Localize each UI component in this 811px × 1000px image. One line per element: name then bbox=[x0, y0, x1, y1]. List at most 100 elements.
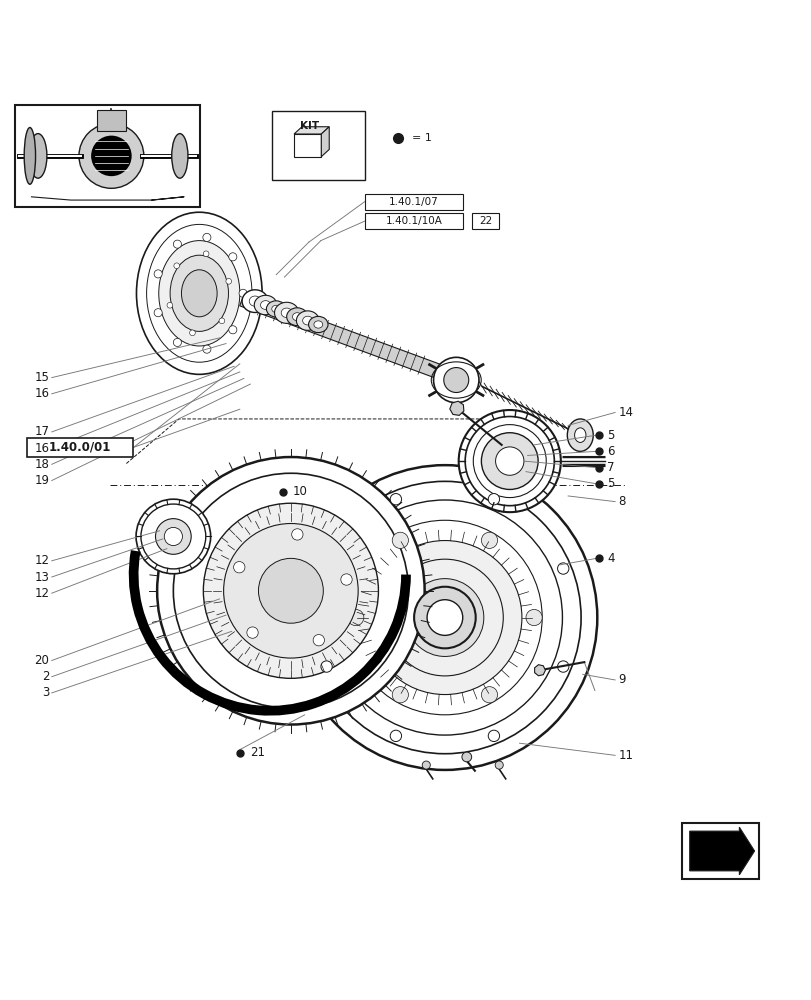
Ellipse shape bbox=[181, 270, 217, 317]
Circle shape bbox=[526, 609, 542, 626]
Circle shape bbox=[458, 410, 560, 512]
Text: 14: 14 bbox=[618, 406, 633, 419]
Circle shape bbox=[406, 579, 483, 656]
Circle shape bbox=[495, 447, 523, 475]
Circle shape bbox=[390, 730, 401, 742]
Circle shape bbox=[341, 574, 352, 585]
Circle shape bbox=[219, 318, 225, 324]
Ellipse shape bbox=[260, 301, 270, 309]
Circle shape bbox=[203, 233, 211, 241]
Ellipse shape bbox=[147, 224, 251, 362]
FancyBboxPatch shape bbox=[471, 213, 499, 229]
Circle shape bbox=[291, 529, 303, 540]
Circle shape bbox=[444, 368, 468, 393]
Ellipse shape bbox=[242, 290, 268, 312]
Ellipse shape bbox=[308, 316, 328, 333]
Ellipse shape bbox=[29, 134, 47, 178]
Circle shape bbox=[174, 263, 179, 269]
Circle shape bbox=[392, 532, 408, 548]
Circle shape bbox=[557, 661, 569, 672]
Text: 16: 16 bbox=[34, 387, 49, 400]
Text: KIT: KIT bbox=[299, 121, 319, 131]
Ellipse shape bbox=[274, 302, 298, 323]
Text: 5: 5 bbox=[607, 429, 614, 442]
Circle shape bbox=[390, 494, 401, 505]
Circle shape bbox=[167, 302, 173, 308]
Circle shape bbox=[481, 433, 538, 489]
Circle shape bbox=[392, 687, 408, 703]
Circle shape bbox=[367, 541, 521, 695]
Circle shape bbox=[313, 635, 324, 646]
Text: 9: 9 bbox=[618, 673, 625, 686]
Circle shape bbox=[422, 761, 430, 769]
Text: 10: 10 bbox=[292, 485, 307, 498]
Ellipse shape bbox=[249, 296, 260, 306]
Circle shape bbox=[557, 563, 569, 574]
Circle shape bbox=[320, 661, 332, 672]
Text: 22: 22 bbox=[478, 216, 491, 226]
Circle shape bbox=[495, 761, 503, 769]
Circle shape bbox=[223, 524, 358, 658]
Circle shape bbox=[320, 563, 332, 574]
Circle shape bbox=[229, 253, 237, 261]
Ellipse shape bbox=[171, 134, 187, 178]
FancyBboxPatch shape bbox=[28, 438, 133, 457]
Bar bbox=[15, 105, 200, 207]
Text: 17: 17 bbox=[34, 425, 49, 438]
Circle shape bbox=[234, 562, 245, 573]
Circle shape bbox=[461, 752, 471, 762]
Text: 15: 15 bbox=[34, 371, 49, 384]
Bar bbox=[97, 110, 126, 131]
Ellipse shape bbox=[266, 301, 285, 317]
Text: 21: 21 bbox=[250, 746, 265, 759]
Circle shape bbox=[154, 309, 162, 317]
FancyBboxPatch shape bbox=[365, 213, 462, 229]
Text: 7: 7 bbox=[607, 461, 614, 474]
Circle shape bbox=[79, 123, 144, 188]
Circle shape bbox=[433, 357, 478, 403]
Circle shape bbox=[136, 499, 210, 574]
Ellipse shape bbox=[303, 316, 312, 325]
Text: 20: 20 bbox=[34, 654, 49, 667]
Bar bbox=[680, 823, 757, 879]
Text: 8: 8 bbox=[618, 495, 625, 508]
Ellipse shape bbox=[272, 305, 280, 313]
Circle shape bbox=[347, 609, 363, 626]
Ellipse shape bbox=[281, 308, 292, 318]
Text: 12: 12 bbox=[34, 587, 49, 600]
Polygon shape bbox=[239, 292, 455, 384]
Text: 1.40.0/01: 1.40.0/01 bbox=[49, 441, 111, 454]
Circle shape bbox=[487, 730, 499, 742]
Circle shape bbox=[292, 465, 597, 770]
Circle shape bbox=[487, 494, 499, 505]
Circle shape bbox=[247, 627, 258, 638]
Ellipse shape bbox=[574, 428, 586, 442]
FancyBboxPatch shape bbox=[365, 194, 462, 210]
Text: 5: 5 bbox=[607, 477, 614, 490]
Text: 18: 18 bbox=[34, 458, 49, 471]
Ellipse shape bbox=[286, 308, 307, 326]
Ellipse shape bbox=[136, 212, 262, 374]
Circle shape bbox=[225, 278, 231, 284]
Circle shape bbox=[91, 136, 131, 176]
Ellipse shape bbox=[567, 419, 593, 451]
Circle shape bbox=[173, 240, 181, 248]
Text: 1.40.1/07: 1.40.1/07 bbox=[388, 197, 439, 207]
Text: 3: 3 bbox=[42, 686, 49, 699]
Text: = 1: = 1 bbox=[412, 133, 431, 143]
Circle shape bbox=[156, 519, 191, 554]
Circle shape bbox=[141, 504, 205, 569]
Ellipse shape bbox=[169, 255, 228, 331]
Circle shape bbox=[465, 417, 554, 506]
Polygon shape bbox=[294, 134, 321, 157]
Ellipse shape bbox=[24, 128, 36, 184]
Text: 16: 16 bbox=[34, 442, 49, 455]
Circle shape bbox=[427, 600, 462, 635]
Text: 11: 11 bbox=[618, 749, 633, 762]
Circle shape bbox=[154, 270, 162, 278]
Polygon shape bbox=[689, 827, 753, 875]
Bar bbox=[272, 111, 365, 180]
Circle shape bbox=[173, 338, 181, 346]
Ellipse shape bbox=[292, 313, 302, 321]
Circle shape bbox=[190, 330, 195, 336]
